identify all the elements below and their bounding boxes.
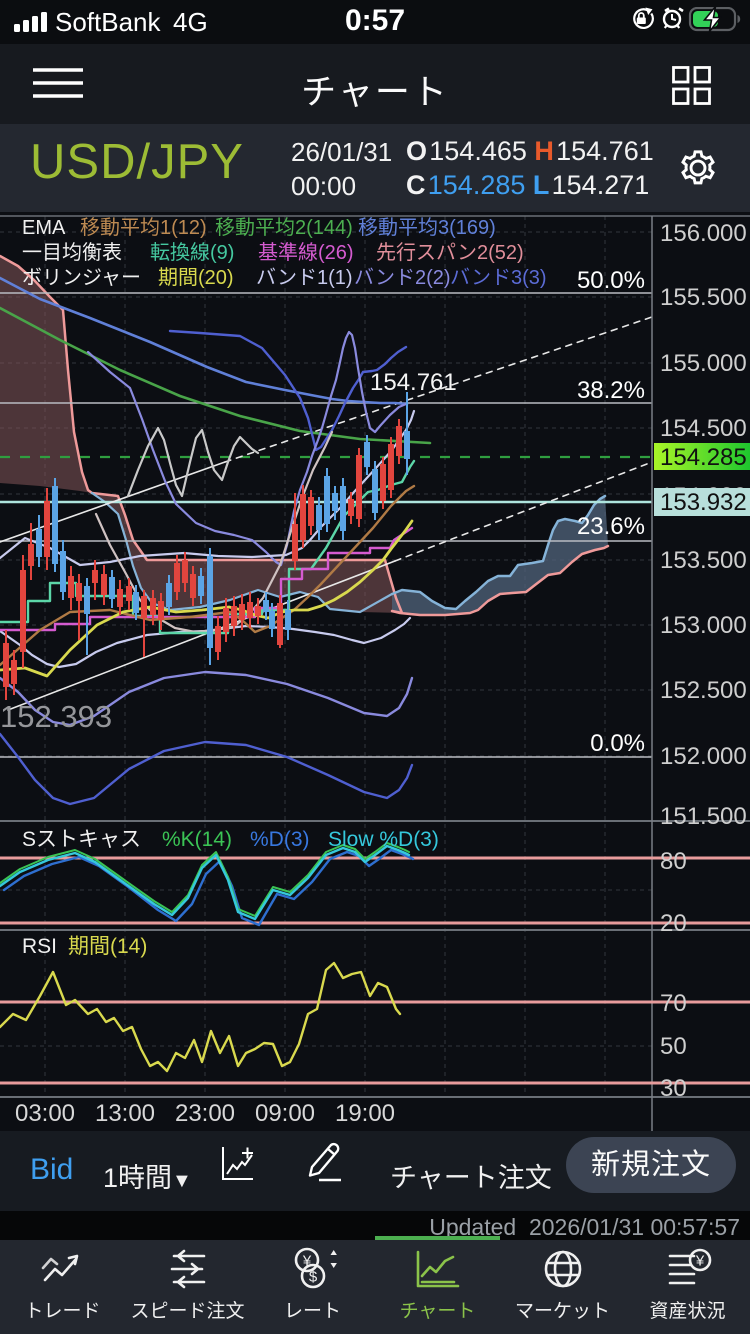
svg-text:19:00: 19:00	[335, 1100, 395, 1127]
svg-text:154.285: 154.285	[660, 444, 747, 471]
svg-text:152.500: 152.500	[660, 677, 747, 704]
svg-text:70: 70	[660, 990, 687, 1017]
svg-text:38.2%: 38.2%	[577, 377, 645, 404]
svg-text:0.0%: 0.0%	[590, 730, 645, 757]
svg-text:移動平均1(12): 移動平均1(12)	[80, 216, 207, 239]
svg-text:¥: ¥	[694, 1253, 704, 1270]
svg-text:152.000: 152.000	[660, 743, 747, 770]
svg-text:期間(20): 期間(20)	[158, 267, 234, 289]
svg-text:152.393: 152.393	[0, 699, 112, 734]
svg-text:30: 30	[660, 1075, 687, 1102]
svg-text:$: $	[308, 1269, 317, 1286]
svg-text:50.0%: 50.0%	[577, 267, 645, 294]
svg-text:移動平均2(144): 移動平均2(144)	[215, 216, 353, 239]
svg-text:153.000: 153.000	[660, 612, 747, 639]
svg-text:基準線(26): 基準線(26)	[258, 241, 354, 264]
svg-text:RSI: RSI	[22, 935, 57, 958]
svg-text:13:00: 13:00	[95, 1100, 155, 1127]
svg-text:20: 20	[660, 910, 687, 937]
svg-text:155.500: 155.500	[660, 284, 747, 311]
svg-text:Slow %D(3): Slow %D(3)	[328, 828, 439, 851]
svg-text:先行スパン2(52): 先行スパン2(52)	[376, 241, 524, 264]
svg-text:151.500: 151.500	[660, 803, 747, 830]
svg-text:%D(3): %D(3)	[250, 828, 310, 851]
svg-text:155.000: 155.000	[660, 350, 747, 377]
svg-text:%K(14): %K(14)	[162, 828, 232, 851]
svg-text:153.932: 153.932	[660, 489, 747, 516]
svg-text:期間(14): 期間(14)	[68, 935, 147, 958]
svg-text:バンド2(2): バンド2(2)	[354, 267, 451, 289]
svg-text:移動平均3(169): 移動平均3(169)	[358, 216, 496, 239]
svg-text:154.500: 154.500	[660, 415, 747, 442]
svg-text:154.761: 154.761	[370, 369, 457, 396]
svg-text:156.000: 156.000	[660, 220, 747, 247]
svg-text:Sストキャス: Sストキャス	[22, 828, 141, 851]
svg-text:80: 80	[660, 848, 687, 875]
svg-text:09:00: 09:00	[255, 1100, 315, 1127]
svg-text:バンド1(1): バンド1(1)	[256, 267, 353, 289]
svg-text:EMA: EMA	[22, 217, 66, 239]
svg-text:23:00: 23:00	[175, 1100, 235, 1127]
svg-text:ボリンジャー: ボリンジャー	[22, 266, 141, 289]
svg-text:23.6%: 23.6%	[577, 513, 645, 540]
svg-text:一目均衡表: 一目均衡表	[22, 241, 122, 264]
svg-text:153.500: 153.500	[660, 547, 747, 574]
svg-text:転換線(9): 転換線(9)	[150, 241, 234, 264]
svg-text:¥: ¥	[301, 1253, 311, 1270]
svg-text:50: 50	[660, 1033, 687, 1060]
svg-text:バンド3(3): バンド3(3)	[450, 267, 547, 289]
svg-text:03:00: 03:00	[15, 1100, 75, 1127]
